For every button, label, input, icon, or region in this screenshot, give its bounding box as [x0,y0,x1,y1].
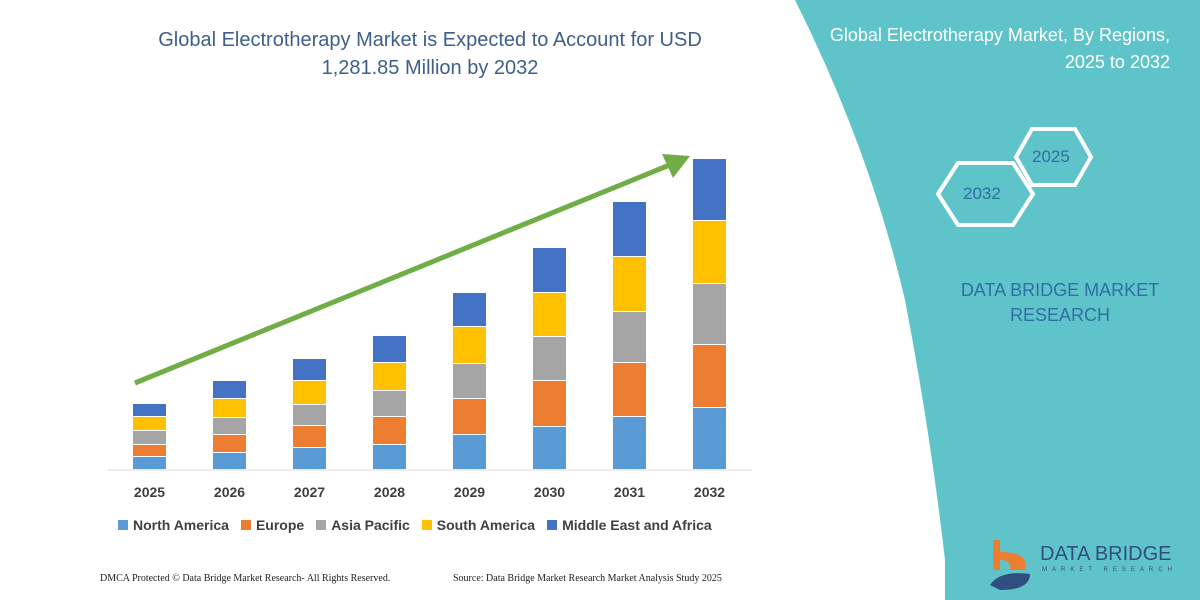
bar-segment-2029-europe [453,399,486,434]
bar-segment-2030-europe [533,381,566,426]
bar-segment-2029-asia-pacific [453,364,486,398]
bar-segment-2030-south-america [533,293,566,336]
x-tick-label: 2027 [293,484,326,500]
bar-segment-2026-middle-east-and-africa [213,381,246,398]
bar-segment-2025-asia-pacific [133,431,166,444]
logo-subtext: MARKET RESEARCH [1042,567,1177,573]
legend-swatch [316,520,327,530]
bar-segment-2027-asia-pacific [293,405,326,425]
trend-arrow-line [134,161,673,386]
footer-source: Source: Data Bridge Market Research Mark… [453,573,722,584]
bar-segment-2029-north-america [453,435,486,469]
side-panel-title: Global Electrotherapy Market, By Regions… [829,25,1170,72]
bar-segment-2027-north-america [293,448,326,469]
bar-segment-2026-europe [213,435,246,452]
bar-segment-2028-europe [373,417,406,444]
legend-item: Asia Pacific [316,517,410,533]
legend-item: South America [421,517,536,533]
bar-segment-2029-middle-east-and-africa [453,293,486,326]
bar-segment-2027-middle-east-and-africa [293,359,326,380]
x-tick-label: 2030 [533,484,566,500]
x-tick-label: 2032 [693,484,726,500]
teal-side-panel [795,0,1200,600]
legend-item: Europe [240,517,305,533]
legend-swatch [240,520,251,530]
legend-label: Europe [255,517,305,533]
legend-item: North America [118,517,229,533]
hex-label-2032: 2032 [963,184,1001,203]
x-tick-label: 2031 [613,484,646,500]
legend-swatch [547,520,558,530]
legend-swatch [118,520,128,530]
brand-text: DATA BRIDGE MARKET RESEARCH [960,280,1160,325]
bar-segment-2026-north-america [213,453,246,469]
legend: North America Europe Asia Pacific South Ame… [118,517,712,533]
bar-segment-2031-middle-east-and-africa [613,202,646,256]
legend-label: South America [436,517,536,533]
bar-segment-2025-south-america [133,417,166,430]
legend-swatch [421,520,432,530]
bar-segment-2032-europe [693,345,726,407]
bar-segment-2031-south-america [613,257,646,311]
bar-segment-2029-south-america [453,327,486,363]
bar-segment-2027-south-america [293,381,326,404]
legend-label: North America [133,517,229,533]
bar-segment-2028-south-america [373,363,406,390]
bar-segment-2025-europe [133,445,166,456]
bar-segment-2026-asia-pacific [213,418,246,434]
chart-title: Global Electrotherapy Market is Expected… [158,29,702,79]
x-tick-label: 2029 [453,484,486,500]
trend-arrow-head [662,154,690,178]
bar-segment-2032-south-america [693,221,726,283]
chart-area [133,159,726,469]
legend-label: Asia Pacific [331,517,410,533]
bar-segment-2030-middle-east-and-africa [533,248,566,292]
bar-segment-2031-asia-pacific [613,312,646,362]
bar-segment-2031-europe [613,363,646,416]
bar-segment-2032-north-america [693,408,726,469]
hexagon-2032 [935,161,1036,227]
hexagon-2025 [1013,127,1094,187]
footer-copyright: DMCA Protected © Data Bridge Market Rese… [100,573,391,584]
x-tick-label: 2028 [373,484,406,500]
legend-label: Middle East and Africa [562,517,712,533]
bar-segment-2030-asia-pacific [533,337,566,380]
bar-segment-2032-middle-east-and-africa [693,159,726,220]
bar-segment-2028-north-america [373,445,406,469]
x-tick-label: 2026 [213,484,246,500]
logo-text: DATA BRIDGE [1040,543,1172,565]
bar-segment-2028-asia-pacific [373,391,406,416]
bar-segment-2031-north-america [613,417,646,469]
x-tick-label: 2025 [133,484,166,500]
logo-icon [990,540,1030,590]
bar-segment-2032-asia-pacific [693,284,726,344]
bar-segment-2026-south-america [213,399,246,417]
bar-segment-2028-middle-east-and-africa [373,336,406,362]
bar-segment-2025-middle-east-and-africa [133,404,166,416]
bar-segment-2030-north-america [533,427,566,469]
hex-label-2025: 2025 [1032,147,1070,166]
bar-segment-2027-europe [293,426,326,447]
bar-segment-2025-north-america [133,457,166,469]
legend-item: Middle East and Africa [547,517,712,533]
